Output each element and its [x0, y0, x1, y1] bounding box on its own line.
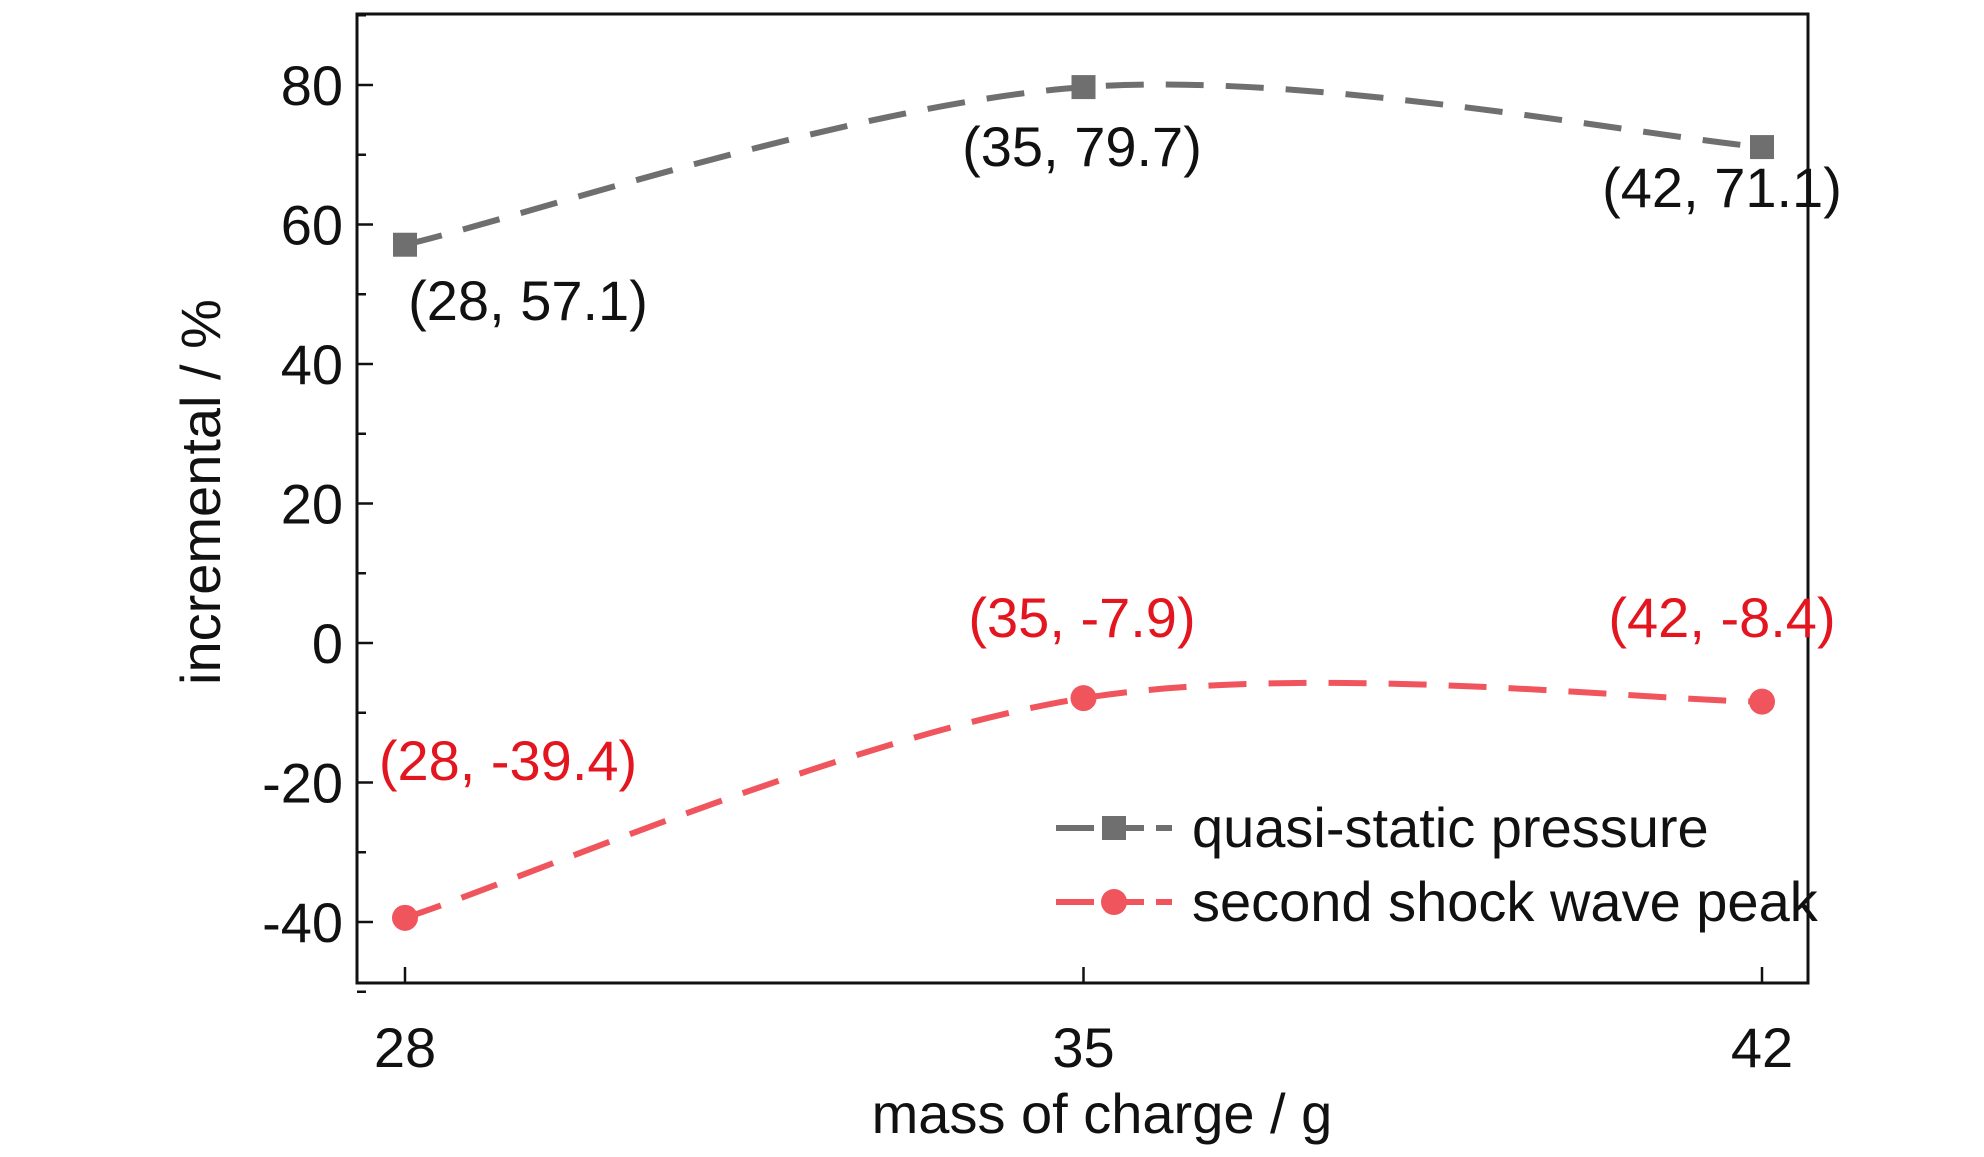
x-tick-label: 42 [1731, 1016, 1793, 1079]
legend: quasi-static pressure second shock wave p… [1056, 796, 1819, 933]
series-layer [392, 75, 1775, 931]
x-axis-title: mass of charge / g [872, 1082, 1333, 1145]
data-label: (28, -39.4) [379, 729, 637, 792]
y-tick-label: 80 [281, 54, 343, 117]
legend-label: second shock wave peak [1192, 870, 1819, 933]
data-point [1750, 135, 1774, 160]
y-tick-label: 60 [281, 194, 343, 257]
series-line-second-shock-wave-peak [404, 679, 1763, 921]
y-tick-label: 0 [312, 612, 343, 675]
y-axis: 80 60 40 20 0 -20 -40 [262, 14, 373, 993]
data-label: (35, -7.9) [968, 586, 1195, 649]
data-label: (28, 57.1) [408, 269, 648, 332]
y-tick-label: 20 [281, 473, 343, 536]
data-label: (42, -8.4) [1608, 586, 1835, 649]
x-tick-label: 35 [1052, 1016, 1114, 1079]
data-point [392, 904, 418, 931]
legend-label: quasi-static pressure [1192, 796, 1709, 859]
data-point [1071, 75, 1096, 100]
data-point [1749, 688, 1775, 715]
legend-swatch-marker [1102, 816, 1126, 840]
data-label: (42, 71.1) [1602, 156, 1842, 219]
data-point [1070, 685, 1097, 712]
x-tick-label: 28 [374, 1016, 436, 1079]
y-axis-title: incremental / % [169, 299, 232, 685]
y-tick-label: 40 [281, 333, 343, 396]
y-tick-label: -40 [262, 891, 343, 954]
legend-swatch-marker [1101, 889, 1127, 915]
data-label: (35, 79.7) [962, 115, 1202, 178]
data-labels: (28, 57.1) (35, 79.7) (42, 71.1) (28, -39.4… [379, 115, 1842, 792]
x-axis: 28 35 42 [374, 967, 1793, 1079]
data-point [393, 232, 417, 257]
y-tick-label: -20 [262, 752, 343, 815]
